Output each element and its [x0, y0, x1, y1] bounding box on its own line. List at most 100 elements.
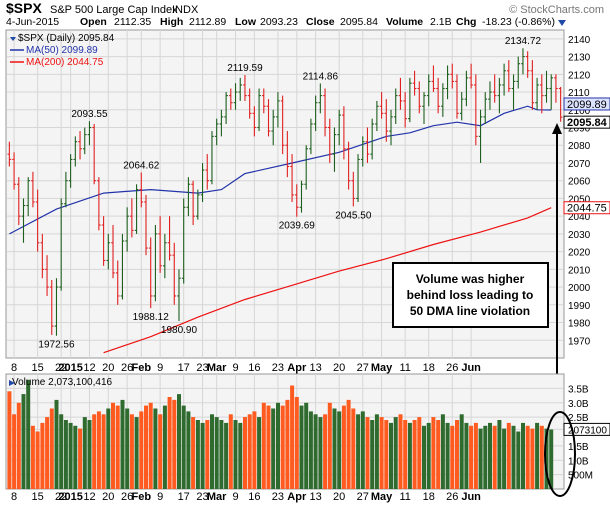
x-tick-label: 26 [121, 362, 133, 374]
x-tick-label: 17 [178, 362, 190, 374]
price-bar [535, 77, 539, 110]
volume-bar [120, 399, 125, 489]
volume-bar [393, 417, 398, 489]
volume-bar [290, 385, 295, 489]
vol-tick-label: 500M [568, 471, 593, 482]
price-marker-box [563, 115, 610, 129]
price-bar [115, 260, 120, 305]
volume-bar [228, 414, 233, 490]
price-tick-label: 2020 [568, 248, 591, 259]
volume-bar [40, 422, 45, 489]
price-bar [45, 255, 49, 296]
price-marker: 2044.75 [563, 201, 610, 215]
annotation-line-3: 50 DMA line violation [410, 304, 530, 318]
price-bar [549, 74, 554, 110]
vol-tick-label: 2.5B [568, 413, 589, 424]
quote-date: 4-Jun-2015 [6, 16, 59, 28]
vol-x-tick-label: 13 [310, 491, 322, 503]
volume-bar [266, 405, 271, 489]
x-tick-label: 16 [248, 362, 260, 374]
volume-bar [247, 414, 252, 490]
volume-bar [431, 417, 436, 489]
price-bar [554, 74, 558, 103]
vol-x-tick-label: 9 [232, 491, 238, 503]
price-bar [214, 118, 219, 146]
volume-bar [21, 394, 26, 489]
price-tick-label: 2140 [568, 35, 591, 46]
price-bar [290, 154, 294, 202]
price-bar [294, 184, 299, 217]
price-bar [530, 60, 535, 110]
price-bar [502, 63, 506, 96]
vol-x-tick-label: 26 [446, 491, 458, 503]
volume-bar [502, 428, 507, 489]
volume-bar [356, 414, 361, 490]
x-tick-label: 18 [423, 362, 435, 374]
annotation-line-2: behind loss leading to [407, 288, 534, 302]
price-bar [134, 184, 139, 234]
volume-bars [7, 379, 554, 490]
volume-bar [134, 417, 139, 489]
x-tick-label: 26 [446, 362, 458, 374]
price-bar [558, 86, 563, 122]
price-markers: 2099.89 2095.84 2044.75 [563, 97, 610, 215]
price-bar [101, 216, 106, 266]
price-bar [59, 198, 63, 291]
price-bar [106, 233, 111, 270]
volume-bar [68, 422, 73, 489]
price-bar [521, 48, 525, 75]
price-bar [356, 154, 360, 202]
price-bar [82, 127, 87, 155]
price-bar [87, 121, 92, 146]
x-tick-label: 23 [196, 362, 208, 374]
x-tick-label: Mar [207, 362, 227, 374]
volume-bar [16, 402, 21, 490]
volume-bar [257, 417, 262, 489]
volume-bar [323, 414, 328, 490]
x-tick-label: May [371, 362, 393, 374]
price-bar [379, 92, 384, 119]
volume-bar [125, 408, 130, 489]
candlestick-series [7, 48, 563, 336]
volume-bar [483, 425, 488, 490]
price-tick-label: 2130 [568, 53, 591, 64]
volume-bar [384, 420, 389, 489]
x-tick-label: 9 [232, 362, 238, 374]
volume-bar [304, 402, 309, 490]
x-tick-label: 20 [333, 362, 345, 374]
price-bar [426, 74, 431, 107]
volume-bar [332, 408, 337, 489]
volume-bar [195, 420, 200, 489]
vol-x-tick-label: 2015 [58, 491, 82, 503]
vol-x-tick-label: 20 [333, 491, 345, 503]
price-bar [337, 109, 341, 146]
quote-line: 4-Jun-2015 Open 2112.35 High 2112.89 Low… [6, 16, 566, 28]
price-marker-label: 2095.84 [567, 117, 608, 129]
peak-label: 2064.62 [123, 161, 160, 172]
price-bar [332, 127, 337, 172]
volume-bar [139, 411, 144, 489]
price-bar [26, 177, 31, 217]
price-bar [403, 92, 407, 128]
price-bar [158, 216, 162, 273]
volume-legend: Volume 2,073,100,416 [12, 377, 113, 388]
peak-labels: 2093.55 2064.62 2119.59 2114.86 2134.72 1972.… [38, 36, 541, 351]
price-tick-label: 2060 [568, 177, 591, 188]
volume-bar [478, 428, 483, 489]
price-bar [229, 88, 233, 110]
vol-x-tick-label: 20 [102, 491, 114, 503]
price-tick-label: 2100 [568, 106, 591, 117]
volume-bar [167, 397, 172, 489]
volume-bar [214, 417, 219, 489]
price-bar [365, 127, 370, 163]
price-tick-label: 2090 [568, 124, 591, 135]
volume-bar [412, 420, 417, 489]
volume-bar [549, 429, 554, 489]
volume-bar [144, 405, 148, 489]
annotation-box: Volume was higher behind loss leading to… [392, 262, 549, 328]
price-bar [474, 74, 478, 146]
volume-bar [63, 420, 68, 489]
price-tick-label: 2110 [568, 88, 590, 99]
open-value: 2112.35 [114, 16, 151, 28]
price-bar [247, 88, 252, 119]
